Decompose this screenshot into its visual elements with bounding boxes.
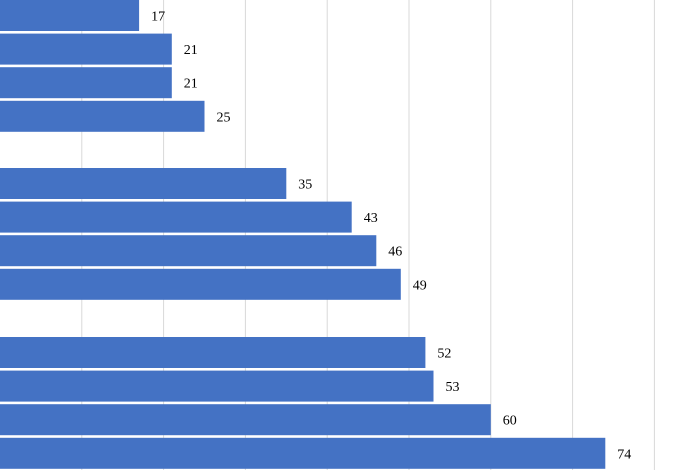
data-label-group2-3: 46 bbox=[388, 245, 402, 260]
data-label-group2-4: 49 bbox=[413, 278, 427, 293]
data-label-group1-1: 17 bbox=[151, 10, 165, 25]
bar-group1-4 bbox=[0, 100, 205, 132]
bar-group3-3 bbox=[0, 404, 491, 436]
bar-group3-2 bbox=[0, 370, 434, 402]
bar-group2-1 bbox=[0, 168, 287, 199]
bar-group2-2 bbox=[0, 201, 352, 233]
data-label-group3-4: 74 bbox=[617, 447, 631, 462]
bar-group1-1 bbox=[0, 0, 140, 31]
bar-group3-4 bbox=[0, 437, 606, 469]
data-label-group2-1: 35 bbox=[298, 178, 312, 193]
bar-group1-2 bbox=[0, 33, 172, 65]
data-label-group3-1: 52 bbox=[437, 347, 451, 362]
bars bbox=[0, 0, 606, 469]
bar-group3-1 bbox=[0, 337, 426, 368]
bar-group1-3 bbox=[0, 67, 172, 99]
bar-group2-3 bbox=[0, 235, 377, 267]
data-label-group3-3: 60 bbox=[503, 414, 517, 429]
data-label-group1-4: 25 bbox=[217, 110, 231, 125]
data-label-group3-2: 53 bbox=[446, 380, 460, 395]
data-labels: 17 21 21 25 35 43 46 49 52 53 60 74 bbox=[151, 10, 631, 463]
data-label-group1-2: 21 bbox=[184, 43, 198, 58]
bar-group2-4 bbox=[0, 268, 401, 300]
data-label-group1-3: 21 bbox=[184, 77, 198, 92]
data-label-group2-2: 43 bbox=[364, 211, 378, 226]
